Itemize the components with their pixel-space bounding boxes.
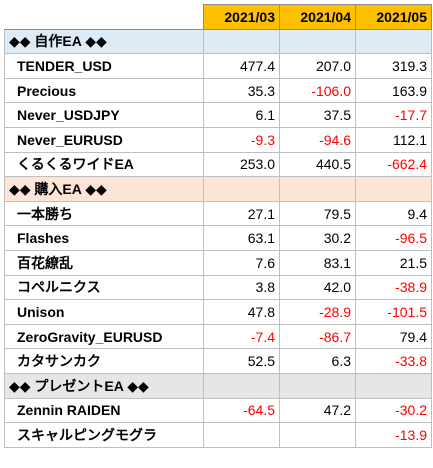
- value-cell[interactable]: -662.4: [355, 151, 432, 178]
- value-cell[interactable]: -96.5: [355, 225, 432, 251]
- section-title-own[interactable]: ◆◆ 自作EA ◆◆: [4, 28, 204, 55]
- table-row: 百花繚乱 7.6 83.1 21.5: [4, 249, 432, 276]
- value-cell[interactable]: -106.0: [279, 77, 356, 104]
- section-blank-cell[interactable]: [279, 176, 356, 202]
- section-row-own: ◆◆ 自作EA ◆◆: [4, 28, 432, 55]
- value-cell[interactable]: 477.4: [203, 53, 280, 79]
- table-body: 2021/03 2021/04 2021/05 ◆◆ 自作EA ◆◆ TENDER…: [4, 4, 432, 448]
- ea-name-cell[interactable]: スキャルピングモグラ: [4, 422, 204, 448]
- value-cell[interactable]: 319.3: [355, 53, 432, 79]
- column-header-month-3[interactable]: 2021/05: [355, 4, 432, 30]
- table-row: Never_USDJPY 6.1 37.5 -17.7: [4, 102, 432, 128]
- column-header-month-2[interactable]: 2021/04: [279, 4, 356, 30]
- value-cell[interactable]: 207.0: [279, 53, 356, 79]
- value-cell[interactable]: -101.5: [355, 299, 432, 325]
- ea-name-cell[interactable]: 一本勝ち: [4, 200, 204, 227]
- table-row: Never_EURUSD -9.3 -94.6 112.1: [4, 126, 432, 153]
- section-blank-cell[interactable]: [355, 372, 432, 399]
- value-cell[interactable]: 253.0: [203, 151, 280, 178]
- table-row: コペルニクス 3.8 42.0 -38.9: [4, 274, 432, 301]
- value-cell[interactable]: 52.5: [203, 348, 280, 374]
- ea-name-cell[interactable]: くるくるワイドEA: [4, 151, 204, 178]
- table-row: Precious 35.3 -106.0 163.9: [4, 77, 432, 104]
- table-row: ZeroGravity_EURUSD -7.4 -86.7 79.4: [4, 323, 432, 350]
- value-cell[interactable]: -94.6: [279, 126, 356, 153]
- table-row: TENDER_USD 477.4 207.0 319.3: [4, 53, 432, 79]
- value-cell[interactable]: -33.8: [355, 348, 432, 374]
- value-cell[interactable]: 63.1: [203, 225, 280, 251]
- value-cell[interactable]: 30.2: [279, 225, 356, 251]
- value-cell[interactable]: 79.5: [279, 200, 356, 227]
- ea-name-cell[interactable]: 百花繚乱: [4, 249, 204, 276]
- section-blank-cell[interactable]: [279, 372, 356, 399]
- ea-name-cell[interactable]: Flashes: [4, 225, 204, 251]
- table-row: 一本勝ち 27.1 79.5 9.4: [4, 200, 432, 227]
- value-cell[interactable]: 83.1: [279, 249, 356, 276]
- table-row: スキャルピングモグラ -13.9: [4, 422, 432, 448]
- section-title-gift[interactable]: ◆◆ プレゼントEA ◆◆: [4, 372, 204, 399]
- value-cell[interactable]: 42.0: [279, 274, 356, 301]
- value-cell[interactable]: 47.2: [279, 397, 356, 424]
- value-cell[interactable]: 112.1: [355, 126, 432, 153]
- section-blank-cell[interactable]: [355, 176, 432, 202]
- value-cell[interactable]: -86.7: [279, 323, 356, 350]
- value-cell[interactable]: 47.8: [203, 299, 280, 325]
- table-row: Unison 47.8 -28.9 -101.5: [4, 299, 432, 325]
- ea-name-cell[interactable]: Never_EURUSD: [4, 126, 204, 153]
- ea-name-cell[interactable]: TENDER_USD: [4, 53, 204, 79]
- value-cell[interactable]: 21.5: [355, 249, 432, 276]
- value-cell[interactable]: 9.4: [355, 200, 432, 227]
- value-cell[interactable]: 163.9: [355, 77, 432, 104]
- value-cell[interactable]: 27.1: [203, 200, 280, 227]
- value-cell[interactable]: 37.5: [279, 102, 356, 128]
- table-row: Zennin RAIDEN -64.5 47.2 -30.2: [4, 397, 432, 424]
- section-blank-cell[interactable]: [203, 176, 280, 202]
- value-cell[interactable]: 35.3: [203, 77, 280, 104]
- ea-name-cell[interactable]: Zennin RAIDEN: [4, 397, 204, 424]
- ea-name-cell[interactable]: ZeroGravity_EURUSD: [4, 323, 204, 350]
- value-cell[interactable]: 440.5: [279, 151, 356, 178]
- table-row: くるくるワイドEA 253.0 440.5 -662.4: [4, 151, 432, 178]
- section-title-buy[interactable]: ◆◆ 購入EA ◆◆: [4, 176, 204, 202]
- section-blank-cell[interactable]: [355, 28, 432, 55]
- table-row: Flashes 63.1 30.2 -96.5: [4, 225, 432, 251]
- section-row-buy: ◆◆ 購入EA ◆◆: [4, 176, 432, 202]
- ea-name-cell[interactable]: Never_USDJPY: [4, 102, 204, 128]
- ea-name-cell[interactable]: コペルニクス: [4, 274, 204, 301]
- spreadsheet: 2021/03 2021/04 2021/05 ◆◆ 自作EA ◆◆ TENDER…: [4, 4, 432, 448]
- value-cell[interactable]: -38.9: [355, 274, 432, 301]
- value-cell[interactable]: [279, 422, 356, 448]
- value-cell[interactable]: 6.3: [279, 348, 356, 374]
- section-blank-cell[interactable]: [279, 28, 356, 55]
- corner-cell[interactable]: [4, 4, 204, 30]
- ea-name-cell[interactable]: Precious: [4, 77, 204, 104]
- value-cell[interactable]: -9.3: [203, 126, 280, 153]
- table-row: カタサンカク 52.5 6.3 -33.8: [4, 348, 432, 374]
- ea-performance-table: 2021/03 2021/04 2021/05 ◆◆ 自作EA ◆◆ TENDER…: [4, 4, 432, 448]
- value-cell[interactable]: -28.9: [279, 299, 356, 325]
- section-blank-cell[interactable]: [203, 372, 280, 399]
- value-cell[interactable]: -7.4: [203, 323, 280, 350]
- value-cell[interactable]: 3.8: [203, 274, 280, 301]
- ea-name-cell[interactable]: Unison: [4, 299, 204, 325]
- value-cell[interactable]: -13.9: [355, 422, 432, 448]
- value-cell[interactable]: -30.2: [355, 397, 432, 424]
- header-row: 2021/03 2021/04 2021/05: [4, 4, 432, 30]
- value-cell[interactable]: -17.7: [355, 102, 432, 128]
- ea-name-cell[interactable]: カタサンカク: [4, 348, 204, 374]
- value-cell[interactable]: 7.6: [203, 249, 280, 276]
- value-cell[interactable]: [203, 422, 280, 448]
- value-cell[interactable]: 6.1: [203, 102, 280, 128]
- value-cell[interactable]: 79.4: [355, 323, 432, 350]
- column-header-month-1[interactable]: 2021/03: [203, 4, 280, 30]
- section-row-gift: ◆◆ プレゼントEA ◆◆: [4, 372, 432, 399]
- section-blank-cell[interactable]: [203, 28, 280, 55]
- value-cell[interactable]: -64.5: [203, 397, 280, 424]
